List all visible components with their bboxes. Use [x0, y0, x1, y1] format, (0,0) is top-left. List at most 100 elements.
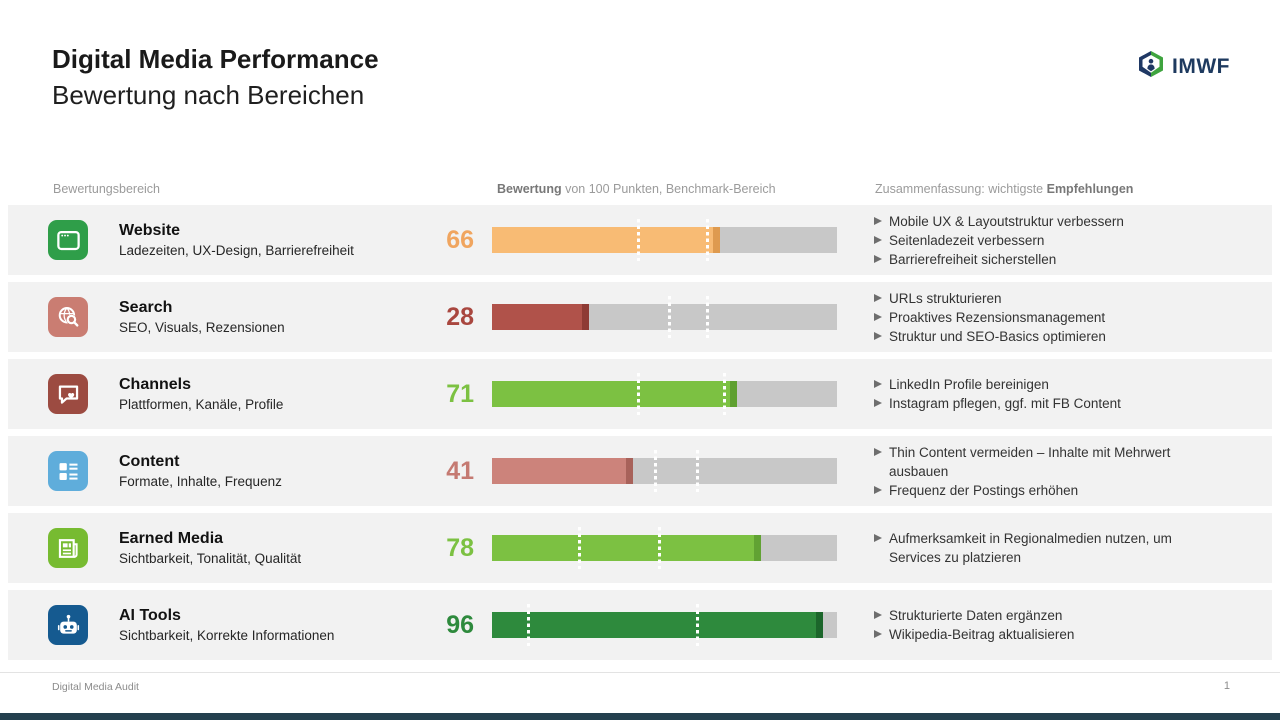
- imwf-logo-icon: [1136, 50, 1166, 83]
- recommendation-item: Mobile UX & Layoutstruktur verbessern: [874, 212, 1204, 231]
- score-value: 28: [446, 302, 474, 331]
- arrow-bullet-icon: [874, 293, 882, 302]
- page-subtitle: Bewertung nach Bereichen: [52, 80, 365, 110]
- recommendation-text: Barrierefreiheit sicherstellen: [889, 251, 1057, 267]
- recommendations-list: Aufmerksamkeit in Regionalmedien nutzen,…: [874, 529, 1204, 567]
- row-subtitle: Ladezeiten, UX-Design, Barrierefreiheit: [119, 242, 354, 258]
- score-bar: [492, 604, 837, 646]
- table-row: Search SEO, Visuals, Rezensionen 28 URLs…: [8, 282, 1272, 352]
- row-title: Search: [119, 298, 173, 316]
- row-text: Channels Plattformen, Kanäle, Profile: [119, 375, 377, 414]
- recommendation-item: Proaktives Rezensionsmanagement: [874, 308, 1204, 327]
- recommendation-text: Strukturierte Daten ergänzen: [889, 608, 1063, 623]
- score-value: 66: [446, 225, 474, 254]
- recommendation-item: Frequenz der Postings erhöhen: [874, 481, 1204, 500]
- recommendation-item: Seitenladezeit verbessern: [874, 231, 1204, 250]
- recommendation-item: URLs strukturieren: [874, 289, 1204, 308]
- arrow-bullet-icon: [874, 331, 882, 340]
- recommendation-item: Barrierefreiheit sicherstellen: [874, 250, 1204, 269]
- score-bar-fill: [492, 535, 762, 561]
- score-value: 78: [446, 533, 474, 562]
- row-title: Content: [119, 452, 180, 470]
- arrow-bullet-icon: [874, 630, 882, 638]
- recommendation-item: Wikipedia-Beitrag aktualisieren: [874, 625, 1204, 644]
- recommendation-text: LinkedIn Profile bereinigen: [889, 377, 1049, 392]
- recommendations-list: Thin Content vermeiden – Inhalte mit Meh…: [874, 443, 1204, 500]
- benchmark-line-high: [705, 296, 709, 338]
- benchmark-line-low: [636, 219, 640, 261]
- row-subtitle: Formate, Inhalte, Frequenz: [119, 473, 282, 489]
- arrow-bullet-icon: [874, 447, 882, 456]
- benchmark-line-high: [705, 219, 709, 261]
- arrow-bullet-icon: [874, 254, 882, 263]
- column-header-score: Bewertung von 100 Punkten, Benchmark-Ber…: [497, 182, 776, 196]
- score-bar-cap: [581, 304, 589, 330]
- arrow-bullet-icon: [874, 216, 882, 225]
- benchmark-line-low: [526, 604, 530, 646]
- benchmark-line-high: [695, 450, 699, 492]
- score-bar-cap: [816, 612, 824, 638]
- recommendation-text: Mobile UX & Layoutstruktur verbessern: [889, 213, 1124, 229]
- arrow-bullet-icon: [874, 611, 882, 619]
- score-bar-fill: [492, 612, 824, 638]
- recommendation-text: Wikipedia-Beitrag aktualisieren: [889, 627, 1075, 642]
- score-bar-fill: [492, 227, 720, 253]
- rows: Website Ladezeiten, UX-Design, Barrieref…: [8, 205, 1272, 667]
- row-title: Earned Media: [119, 529, 224, 547]
- benchmark-line-low: [578, 527, 582, 569]
- score-value: 96: [446, 610, 474, 639]
- recommendations-list: Mobile UX & Layoutstruktur verbessern Sei…: [874, 212, 1204, 269]
- row-title: AI Tools: [119, 606, 181, 624]
- recommendation-text: Frequenz der Postings erhöhen: [889, 482, 1079, 498]
- recommendation-item: Strukturierte Daten ergänzen: [874, 606, 1204, 625]
- arrow-bullet-icon: [874, 485, 882, 494]
- column-header-area: Bewertungsbereich: [53, 182, 161, 196]
- column-header-summary: Zusammenfassung: wichtigste Empfehlungen: [875, 182, 1134, 196]
- page-number: 1: [1223, 680, 1230, 692]
- table-row: AI Tools Sichtbarkeit, Korrekte Informat…: [8, 590, 1272, 660]
- recommendations-list: URLs strukturieren Proaktives Rezensionsm…: [874, 289, 1204, 346]
- recommendation-text: Instagram pflegen, ggf. mit FB Content: [889, 396, 1121, 411]
- score-bar: [492, 450, 837, 492]
- table-row: Earned Media Sichtbarkeit, Tonalität, Qu…: [8, 513, 1272, 583]
- row-text: Content Formate, Inhalte, Frequenz: [119, 452, 377, 491]
- arrow-bullet-icon: [874, 235, 882, 244]
- table-row: Website Ladezeiten, UX-Design, Barrieref…: [8, 205, 1272, 275]
- row-text: Earned Media Sichtbarkeit, Tonalität, Qu…: [119, 529, 377, 568]
- footer-divider: [0, 672, 1280, 673]
- recommendations-list: LinkedIn Profile bereinigen Instagram pfl…: [874, 375, 1204, 413]
- recommendations-list: Strukturierte Daten ergänzen Wikipedia-Be…: [874, 606, 1204, 644]
- row-text: AI Tools Sichtbarkeit, Korrekte Informat…: [119, 606, 377, 645]
- score-bar-cap: [712, 227, 720, 253]
- content-layout-icon: [48, 451, 88, 491]
- row-subtitle: Sichtbarkeit, Korrekte Informationen: [119, 627, 335, 643]
- recommendation-text: Proaktives Rezensionsmanagement: [889, 309, 1106, 325]
- row-subtitle: Plattformen, Kanäle, Profile: [119, 396, 284, 412]
- recommendation-item: Aufmerksamkeit in Regionalmedien nutzen,…: [874, 529, 1204, 567]
- recommendation-text: Thin Content vermeiden – Inhalte mit Meh…: [889, 444, 1171, 479]
- row-subtitle: SEO, Visuals, Rezensionen: [119, 319, 285, 335]
- table-row: Channels Plattformen, Kanäle, Profile 71…: [8, 359, 1272, 429]
- recommendation-item: Instagram pflegen, ggf. mit FB Content: [874, 394, 1204, 413]
- recommendation-text: URLs strukturieren: [889, 290, 1002, 306]
- score-bar: [492, 527, 837, 569]
- page-title: Digital Media Performance: [52, 44, 379, 74]
- chat-heart-icon: [48, 374, 88, 414]
- score-value: 41: [446, 456, 474, 485]
- robot-icon: [48, 605, 88, 645]
- benchmark-line-high: [657, 527, 661, 569]
- arrow-bullet-icon: [874, 399, 882, 407]
- score-value: 71: [446, 379, 474, 408]
- recommendation-item: LinkedIn Profile bereinigen: [874, 375, 1204, 394]
- newspaper-icon: [48, 528, 88, 568]
- score-bar-fill: [492, 381, 737, 407]
- benchmark-line-low: [636, 373, 640, 415]
- row-text: Search SEO, Visuals, Rezensionen: [119, 298, 377, 337]
- score-bar: [492, 296, 837, 338]
- footer-label: Digital Media Audit: [52, 681, 139, 693]
- benchmark-line-low: [654, 450, 658, 492]
- imwf-logo: IMWF: [1136, 50, 1230, 83]
- arrow-bullet-icon: [874, 534, 882, 542]
- benchmark-line-high: [723, 373, 727, 415]
